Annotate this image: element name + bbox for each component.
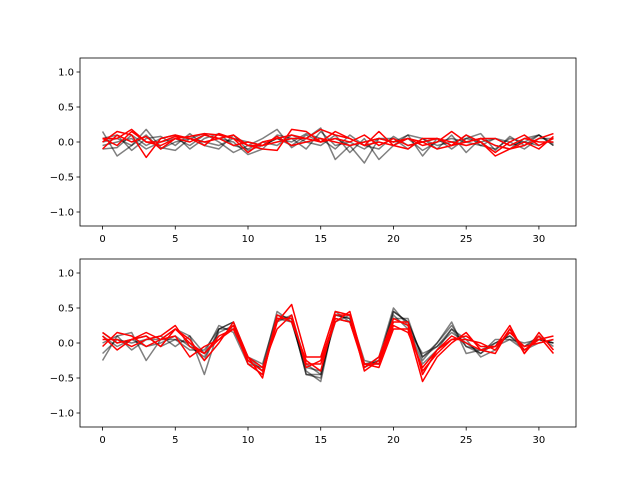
y-tick-label: 0.5 [58,304,74,315]
x-tick-label: 15 [314,234,327,245]
x-tick-label: 0 [99,435,105,446]
y-tick-label: 0.0 [58,339,74,350]
x-tick-label: 5 [172,435,178,446]
x-tick-label: 10 [242,234,255,245]
y-tick-label: −0.5 [50,173,74,184]
x-tick-label: 15 [314,435,327,446]
series-line-top-6 [102,128,554,154]
y-tick-label: −1.0 [50,409,74,420]
x-tick-label: 30 [533,234,546,245]
x-tick-label: 30 [533,435,546,446]
x-tick-label: 20 [387,435,400,446]
y-tick-label: 1.0 [58,68,74,79]
y-tick-label: −0.5 [50,374,74,385]
series-line-top-5 [102,128,554,159]
y-tick-label: 0.0 [58,138,74,149]
y-tick-label: −1.0 [50,208,74,219]
x-tick-label: 25 [460,435,473,446]
series-line-top-8 [102,130,554,147]
x-tick-label: 10 [242,435,255,446]
x-tick-label: 5 [172,234,178,245]
top-subplot: 0 5 10 15 20 25 30 −1.0 −0.5 0.0 0.5 1.0 [50,57,577,245]
y-tick-label: 0.5 [58,103,74,114]
x-tick-label: 0 [99,234,105,245]
series-line-top-2 [102,132,554,152]
series-line-bottom-8 [102,310,554,372]
x-tick-label: 20 [387,234,400,245]
x-tick-label: 25 [460,234,473,245]
bottom-subplot: 0 5 10 15 20 25 30 −1.0 −0.5 0.0 0.5 1.0 [50,258,577,446]
y-tick-label: 1.0 [58,269,74,280]
series-line-bottom-7 [102,314,555,372]
